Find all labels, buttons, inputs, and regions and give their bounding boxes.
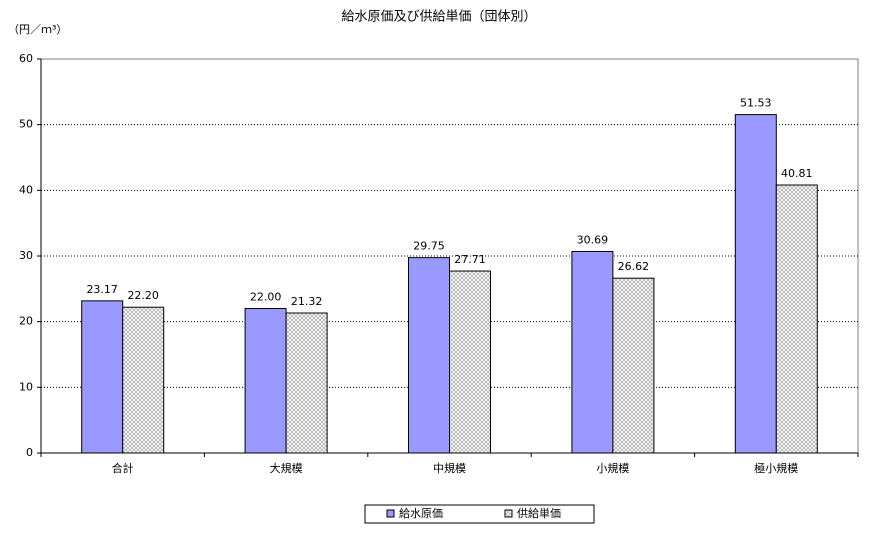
y-axis-label: （円／ｍ³） <box>8 23 67 36</box>
value-label: 23.17 <box>86 283 118 296</box>
bar <box>449 270 491 454</box>
legend-marker <box>386 509 395 518</box>
x-tick-label: 極小規模 <box>754 461 798 475</box>
bar <box>81 300 124 454</box>
bar <box>571 250 614 454</box>
chart-title: 給水原価及び供給単価（団体別） <box>341 9 536 25</box>
x-tick-label: 大規模 <box>270 461 303 475</box>
y-tick-label: 0 <box>26 446 33 459</box>
value-label: 29.75 <box>413 240 445 253</box>
bar <box>612 277 655 454</box>
value-label: 21.32 <box>291 295 323 308</box>
x-tick-label: 中規模 <box>433 461 466 475</box>
legend-box <box>364 504 595 524</box>
y-tick-label: 50 <box>19 118 33 131</box>
bar <box>285 312 328 454</box>
bar <box>244 308 287 454</box>
value-label: 51.53 <box>740 97 772 110</box>
value-label: 27.71 <box>454 253 486 266</box>
x-tick-label: 小規模 <box>596 461 629 475</box>
y-tick-label: 30 <box>19 249 33 262</box>
value-label: 40.81 <box>781 167 813 180</box>
value-label: 26.62 <box>618 260 650 273</box>
legend-marker <box>504 509 513 518</box>
y-tick-label: 10 <box>19 380 33 393</box>
x-tick-label: 合計 <box>112 461 134 475</box>
value-label: 30.69 <box>577 233 609 246</box>
bar <box>734 114 777 454</box>
legend-label: 供給単価 <box>517 506 561 520</box>
y-tick-label: 20 <box>19 315 33 328</box>
value-label: 22.00 <box>250 291 282 304</box>
bar <box>408 257 450 454</box>
bar <box>775 184 818 454</box>
y-tick-label: 60 <box>19 52 33 65</box>
legend-label: 給水原価 <box>399 506 443 520</box>
y-tick-label: 40 <box>19 183 33 196</box>
bar <box>122 306 165 454</box>
value-label: 22.20 <box>127 289 159 302</box>
